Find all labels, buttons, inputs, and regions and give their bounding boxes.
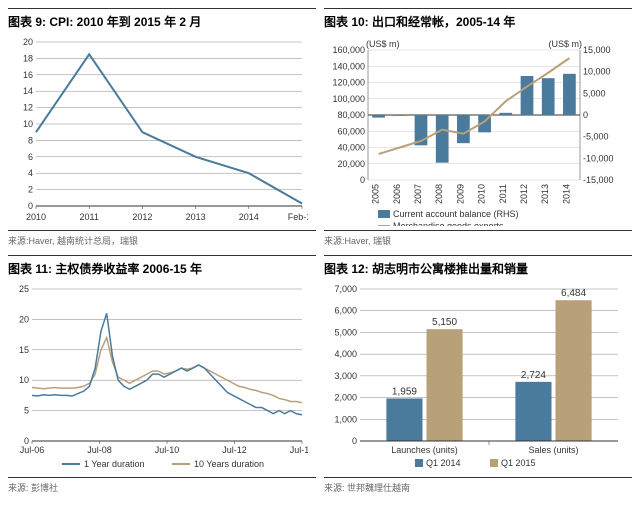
svg-text:2010: 2010 [477, 184, 487, 204]
svg-text:1,959: 1,959 [392, 386, 417, 397]
svg-text:12: 12 [23, 103, 33, 113]
svg-text:Merchandise goods exports: Merchandise goods exports [393, 221, 504, 226]
svg-text:16: 16 [23, 70, 33, 80]
svg-text:60,000: 60,000 [337, 126, 365, 136]
svg-text:Jul-14: Jul-14 [290, 445, 308, 455]
svg-text:-15,000: -15,000 [583, 175, 614, 185]
svg-text:14: 14 [23, 86, 33, 96]
svg-text:0: 0 [352, 436, 357, 446]
svg-text:Jul-12: Jul-12 [222, 445, 247, 455]
chart11-plot: 0510152025Jul-06Jul-08Jul-10Jul-12Jul-14… [8, 279, 316, 473]
chart12-title: 图表 12: 胡志明市公寓楼推出量和销量 [324, 256, 632, 279]
svg-text:5,000: 5,000 [583, 88, 606, 98]
svg-text:Launches (units): Launches (units) [391, 445, 458, 455]
svg-text:2013: 2013 [540, 184, 550, 204]
svg-text:Jul-06: Jul-06 [20, 445, 45, 455]
svg-text:2014: 2014 [239, 212, 259, 222]
svg-text:2005: 2005 [371, 184, 381, 204]
svg-text:10: 10 [23, 119, 33, 129]
svg-text:1 Year duration: 1 Year duration [84, 459, 145, 469]
svg-text:2009: 2009 [455, 184, 465, 204]
svg-text:5,150: 5,150 [432, 317, 457, 328]
svg-text:2007: 2007 [413, 184, 423, 204]
chart12-source: 来源: 世邦魏理仕越南 [324, 477, 632, 494]
svg-text:120,000: 120,000 [332, 78, 365, 88]
svg-text:10: 10 [19, 375, 29, 385]
svg-text:2012: 2012 [132, 212, 152, 222]
svg-text:10,000: 10,000 [583, 67, 611, 77]
svg-text:80,000: 80,000 [337, 110, 365, 120]
svg-text:5: 5 [24, 406, 29, 416]
svg-text:20,000: 20,000 [337, 159, 365, 169]
panel-chart10: 图表 10: 出口和经常帐，2005-14 年 (US$ m)(US$ m)02… [324, 8, 632, 247]
svg-text:1,000: 1,000 [334, 414, 357, 424]
svg-text:0: 0 [360, 175, 365, 185]
svg-text:25: 25 [19, 284, 29, 294]
svg-text:-5,000: -5,000 [583, 132, 609, 142]
svg-text:10 Years duration: 10 Years duration [194, 459, 264, 469]
svg-text:40,000: 40,000 [337, 143, 365, 153]
svg-text:20: 20 [19, 314, 29, 324]
chart9-title: 图表 9: CPI: 2010 年到 2015 年 2 月 [8, 9, 316, 32]
svg-text:3,000: 3,000 [334, 371, 357, 381]
chart10-source: 来源:Haver, 瑞银 [324, 230, 632, 247]
svg-text:6,000: 6,000 [334, 306, 357, 316]
svg-text:(US$ m): (US$ m) [549, 39, 583, 49]
chart11-title: 图表 11: 主权债券收益率 2006-15 年 [8, 256, 316, 279]
chart-grid: 图表 9: CPI: 2010 年到 2015 年 2 月 0 2 4 6 8 10 12 1… [8, 8, 632, 494]
svg-text:2013: 2013 [186, 212, 206, 222]
svg-text:15: 15 [19, 345, 29, 355]
svg-text:160,000: 160,000 [332, 45, 365, 55]
svg-text:-10,000: -10,000 [583, 153, 614, 163]
svg-text:2008: 2008 [434, 184, 444, 204]
chart12-plot: 0 1,000 2,000 3,000 4,000 5,000 6,000 7,000 1,95… [324, 279, 632, 473]
svg-text:(US$ m): (US$ m) [366, 39, 400, 49]
svg-text:7,000: 7,000 [334, 284, 357, 294]
svg-text:Current account balance (RHS): Current account balance (RHS) [393, 209, 519, 219]
svg-text:Q1 2015: Q1 2015 [501, 458, 536, 468]
svg-text:8: 8 [28, 135, 33, 145]
svg-text:Sales (units): Sales (units) [528, 445, 578, 455]
svg-text:Q1 2014: Q1 2014 [426, 458, 461, 468]
svg-text:15,000: 15,000 [583, 45, 611, 55]
svg-text:2011: 2011 [498, 184, 508, 203]
svg-text:18: 18 [23, 53, 33, 63]
svg-text:4: 4 [28, 168, 33, 178]
chart10-plot: (US$ m) (US$ m) 0 20,000 40,000 60,000 80,000 1… [324, 32, 632, 226]
chart9-plot: 0 2 4 6 8 10 12 14 16 18 20 2010 2011 2012 2013 2014 Feb… [8, 32, 316, 226]
chart10-title: 图表 10: 出口和经常帐，2005-14 年 [324, 9, 632, 32]
svg-text:6: 6 [28, 152, 33, 162]
panel-chart11: 图表 11: 主权债券收益率 2006-15 年 0510152025Jul-0… [8, 255, 316, 494]
svg-text:2014: 2014 [561, 184, 571, 204]
svg-text:2: 2 [28, 185, 33, 195]
svg-text:2011: 2011 [80, 212, 99, 222]
svg-text:0: 0 [28, 201, 33, 211]
svg-text:Feb-15: Feb-15 [288, 212, 308, 222]
svg-text:140,000: 140,000 [332, 61, 365, 71]
svg-text:6,484: 6,484 [561, 288, 586, 299]
svg-text:0: 0 [583, 110, 588, 120]
svg-text:2010: 2010 [26, 212, 46, 222]
svg-text:Jul-08: Jul-08 [87, 445, 112, 455]
panel-chart12: 图表 12: 胡志明市公寓楼推出量和销量 0 1,000 2,000 3,000 4,0… [324, 255, 632, 494]
panel-chart9: 图表 9: CPI: 2010 年到 2015 年 2 月 0 2 4 6 8 10 12 1… [8, 8, 316, 247]
svg-text:20: 20 [23, 37, 33, 47]
svg-text:5,000: 5,000 [334, 327, 357, 337]
svg-text:2,724: 2,724 [521, 370, 546, 381]
svg-text:4,000: 4,000 [334, 349, 357, 359]
svg-text:100,000: 100,000 [332, 94, 365, 104]
svg-text:2006: 2006 [392, 184, 402, 204]
chart11-source: 来源: 彭博社 [8, 477, 316, 494]
svg-text:Jul-10: Jul-10 [155, 445, 180, 455]
chart9-source: 来源:Haver, 越南统计总局，瑞银 [8, 230, 316, 247]
svg-text:2012: 2012 [519, 184, 529, 204]
svg-text:2,000: 2,000 [334, 393, 357, 403]
